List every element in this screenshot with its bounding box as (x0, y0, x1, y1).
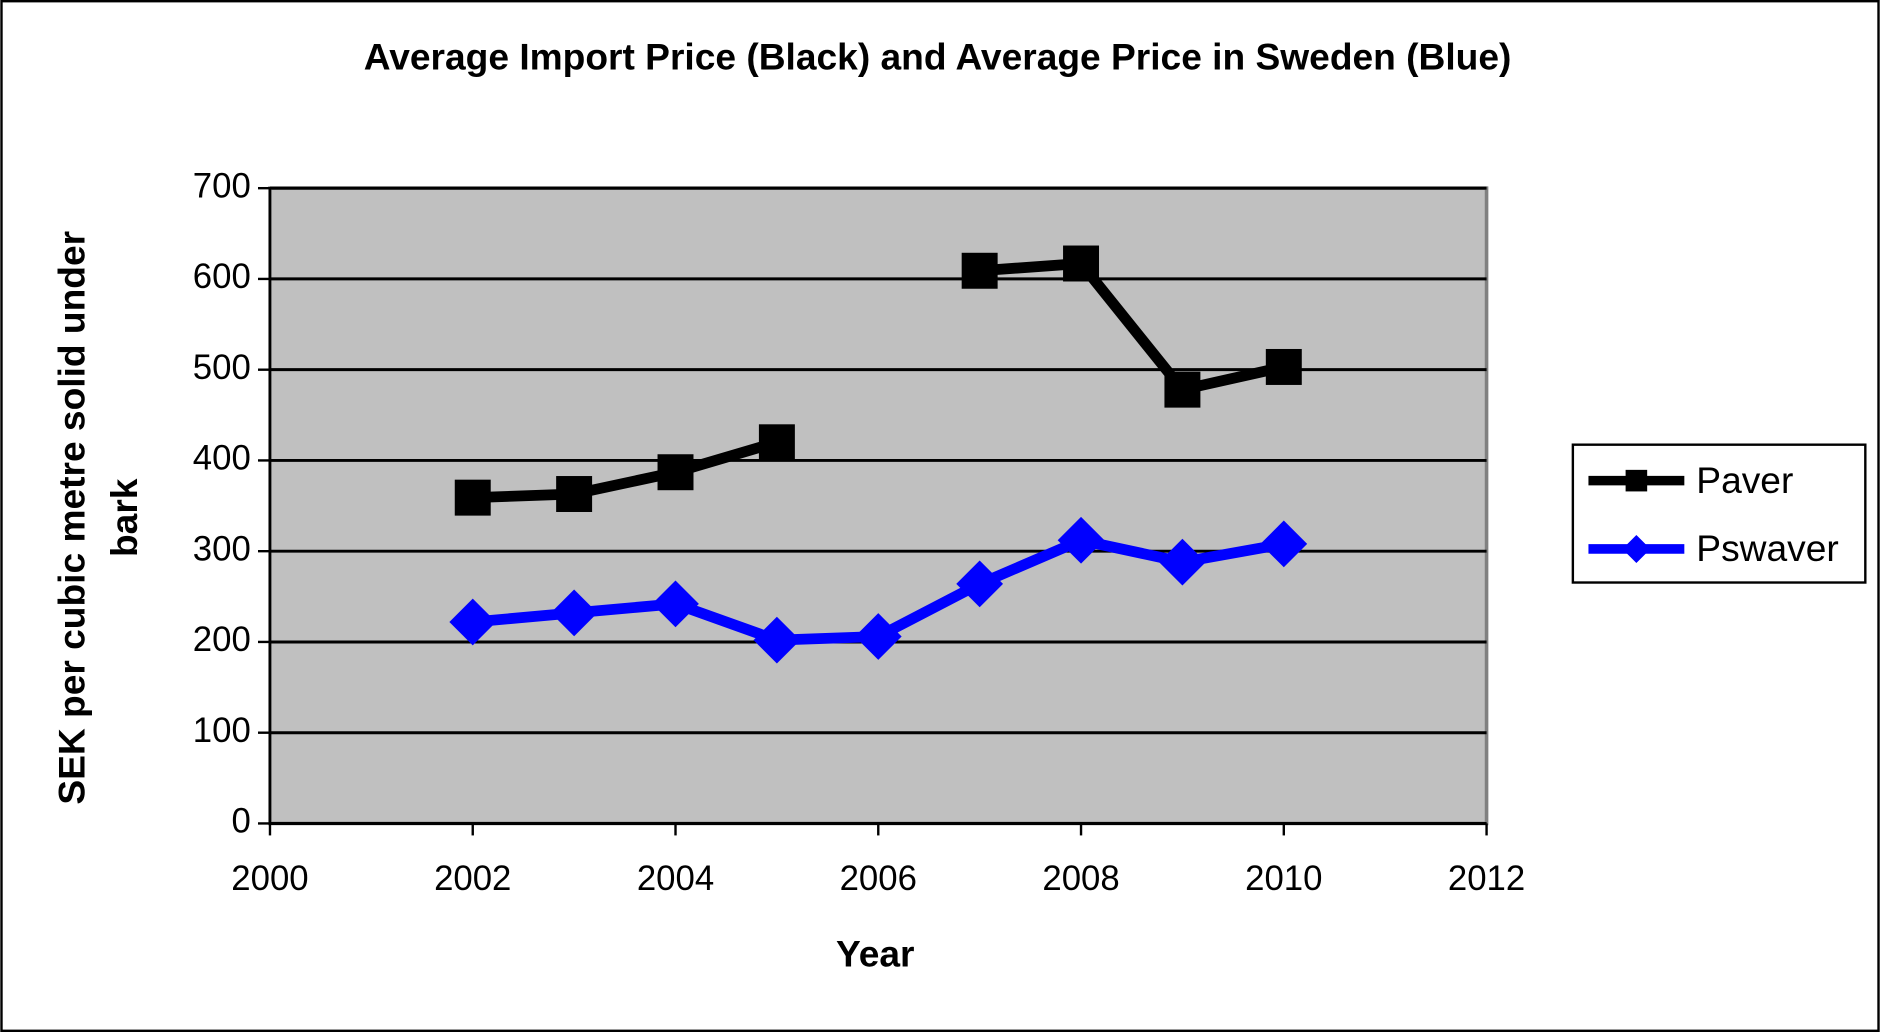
marker (1164, 371, 1201, 408)
x-tick-label: 2004 (637, 860, 714, 898)
legend-label: Pswaver (1696, 527, 1838, 569)
y-tick-label: 200 (193, 621, 251, 659)
x-tick-label: 2006 (840, 860, 917, 898)
y-tick-label: 300 (193, 530, 251, 568)
y-axis-label-line: SEK per cubic metre solid under (50, 231, 92, 805)
y-tick-label: 600 (193, 258, 251, 296)
x-axis-label: Year (836, 932, 915, 974)
marker (550, 589, 598, 637)
marker (758, 424, 795, 461)
y-tick-label: 100 (193, 712, 251, 750)
marker (1625, 469, 1648, 492)
marker (1622, 534, 1651, 563)
marker (1159, 538, 1206, 586)
y-tick-label: 400 (193, 440, 251, 478)
marker (556, 476, 593, 512)
chart-title: Average Import Price (Black) and Average… (364, 36, 1512, 78)
marker (1063, 245, 1100, 282)
x-tick-label: 2010 (1245, 860, 1322, 898)
y-axis-label: SEK per cubic metre solid under bark (50, 231, 145, 805)
y-tick-label: 700 (193, 167, 251, 205)
plot-area (268, 186, 1489, 826)
x-tick-label: 2008 (1042, 860, 1119, 898)
y-tick-label: 500 (193, 349, 251, 387)
x-tick-label: 2002 (434, 860, 511, 898)
marker (454, 479, 491, 516)
marker (961, 252, 998, 289)
x-tick-label: 2000 (231, 860, 308, 898)
legend: Paver Pswaver (1571, 443, 1867, 584)
series-line (472, 257, 1285, 504)
x-tick-label: 2012 (1448, 860, 1525, 898)
marker (753, 616, 801, 664)
marker (1265, 348, 1302, 385)
legend-label: Paver (1696, 459, 1793, 501)
y-tick-label: 0 (231, 803, 250, 841)
legend-box (1571, 443, 1867, 584)
y-axis-label-line: bark (103, 478, 145, 557)
marker (657, 454, 694, 491)
marker (449, 598, 497, 646)
